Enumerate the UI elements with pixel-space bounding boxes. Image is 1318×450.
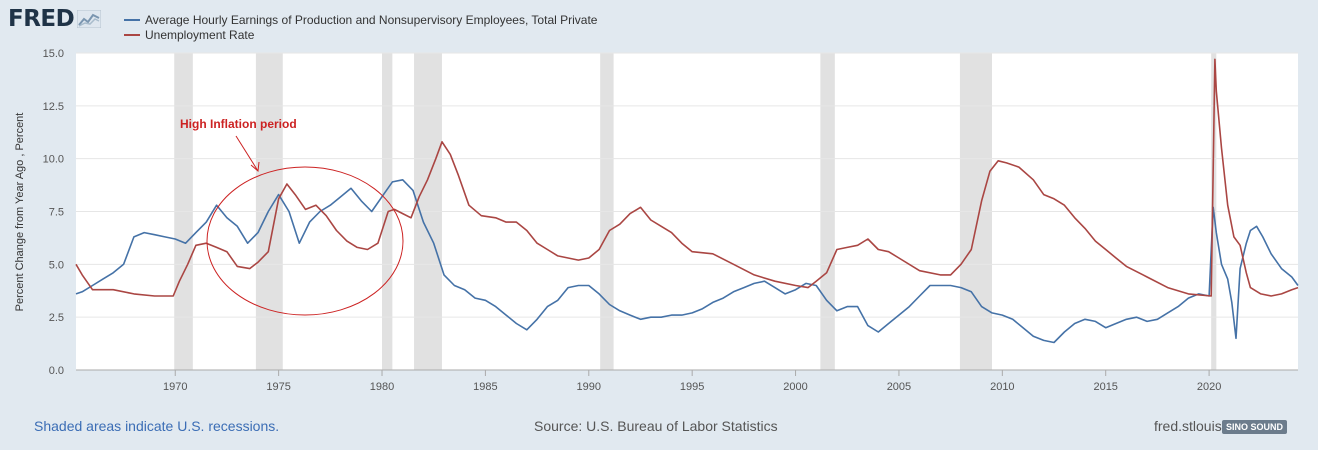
- chart-legend: Average Hourly Earnings of Production an…: [124, 12, 597, 42]
- source-note: Source: U.S. Bureau of Labor Statistics: [534, 418, 778, 434]
- legend-swatch-unemployment: [124, 33, 140, 36]
- fred-logo[interactable]: FRED: [8, 6, 102, 32]
- series-lines: [75, 58, 1299, 344]
- x-tick-label: 1985: [473, 381, 497, 393]
- x-tick-label: 1970: [163, 381, 187, 393]
- y-tick-label: 7.5: [49, 207, 64, 219]
- y-tick-label: 10.0: [43, 154, 64, 166]
- x-tick-label: 2010: [990, 381, 1014, 393]
- legend-swatch-earnings: [124, 18, 140, 21]
- line-graph-icon: [77, 10, 102, 28]
- x-tick-label: 1980: [370, 381, 394, 393]
- y-tick-label: 2.5: [49, 312, 64, 324]
- series-line-unemployment: [75, 58, 1299, 297]
- x-tick-label: 1975: [266, 381, 290, 393]
- annotation-arrowhead: [250, 161, 260, 172]
- legend-label-earnings: Average Hourly Earnings of Production an…: [145, 12, 598, 27]
- annotation-group: High Inflation period: [180, 117, 404, 316]
- annotation-label: High Inflation period: [180, 117, 297, 131]
- fred-logo-text: FRED: [8, 6, 75, 32]
- x-tick-label: 2015: [1093, 381, 1117, 393]
- y-tick-label: 0.0: [49, 365, 64, 377]
- watermark-text: SINO SOUND: [1222, 420, 1288, 434]
- y-tick-label: 12.5: [43, 101, 64, 113]
- legend-item-unemployment[interactable]: Unemployment Rate: [124, 27, 597, 42]
- series-line-earnings: [75, 179, 1299, 344]
- x-tick-label: 1995: [680, 381, 704, 393]
- chart-header: FRED Average Hourly Earnings of Producti…: [0, 0, 1318, 46]
- x-tick-label: 2000: [783, 381, 807, 393]
- recession-note[interactable]: Shaded areas indicate U.S. recessions.: [34, 418, 280, 434]
- chart-area: 0.0 2.5 5.0 7.5 10.0 12.5 15.0 1970 1975 1980 1985…: [14, 48, 1299, 393]
- annotation-arrow-line: [235, 135, 259, 172]
- legend-item-earnings[interactable]: Average Hourly Earnings of Production an…: [124, 12, 597, 27]
- annotation-ellipse: [206, 166, 404, 316]
- x-tick-label: 2005: [887, 381, 911, 393]
- x-tick-label: 2020: [1197, 381, 1221, 393]
- legend-label-unemployment: Unemployment Rate: [145, 27, 255, 42]
- watermark-logo: SINO SOUND: [1222, 414, 1312, 440]
- x-tick-label: 1990: [577, 381, 601, 393]
- y-axis-label: Percent Change from Year Ago , Percent: [14, 113, 26, 312]
- y-tick-label: 15.0: [43, 48, 64, 60]
- axis-ticks: 0.0 2.5 5.0 7.5 10.0 12.5 15.0 1970 1975 1980 1985…: [43, 48, 1298, 393]
- y-tick-label: 5.0: [49, 259, 64, 271]
